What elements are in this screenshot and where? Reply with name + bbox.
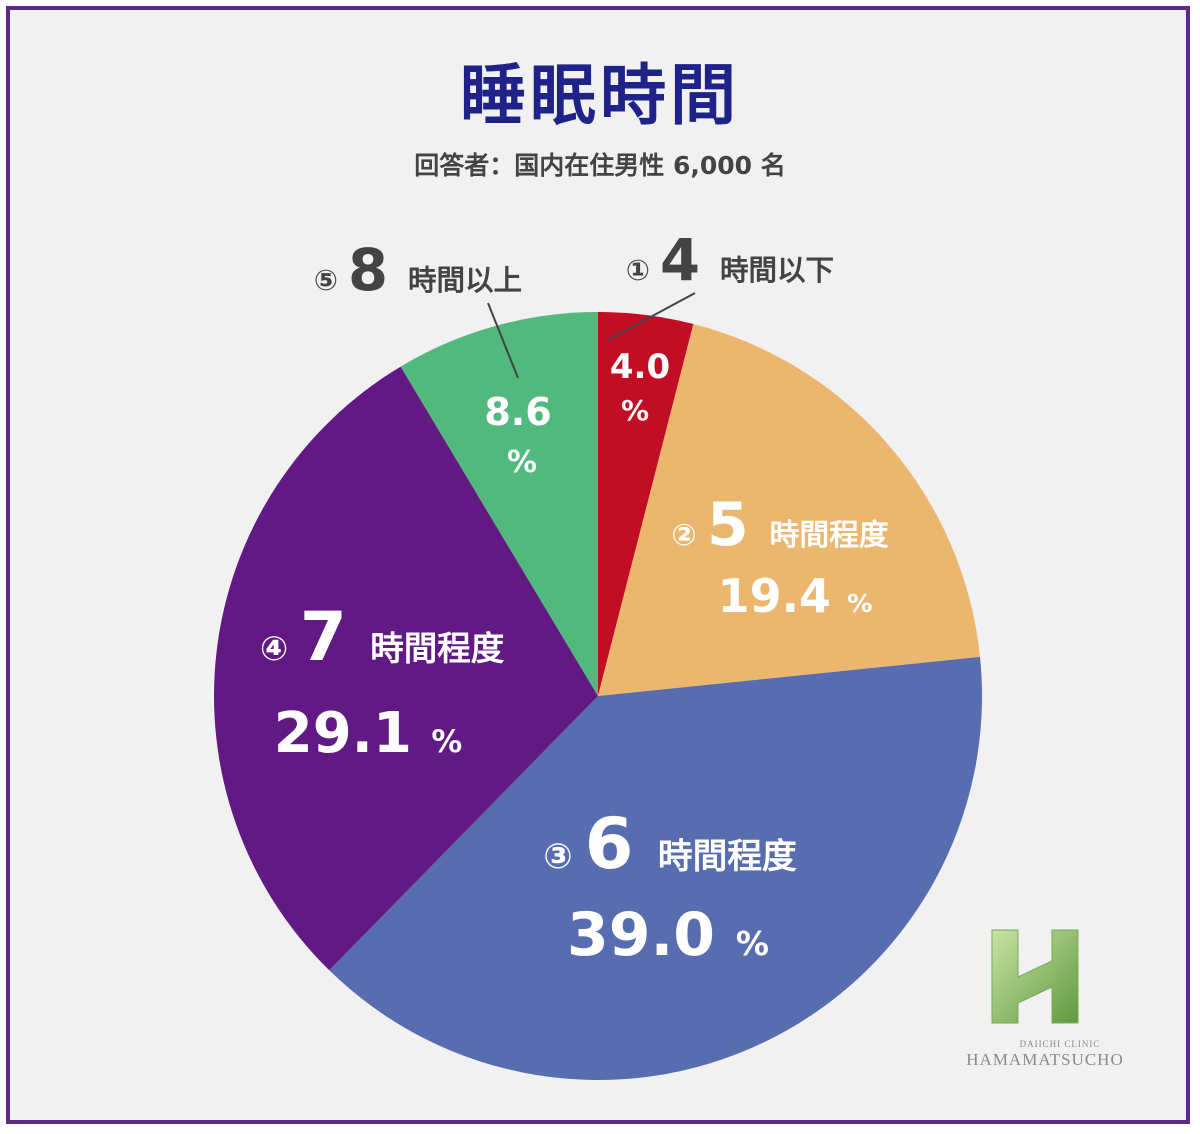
slice-unit-1: % xyxy=(621,394,649,427)
slice-value-4: 29.1 % xyxy=(274,701,463,766)
leader-line-1 xyxy=(607,292,696,341)
slice-hours: 4 xyxy=(660,227,720,294)
slice-marker: ③ xyxy=(543,837,584,877)
slice-category: 時間程度 xyxy=(370,629,504,668)
slice-label-4: ④ 7 時間程度 xyxy=(260,597,505,676)
slice-hours: 6 xyxy=(585,803,658,885)
slice-value-2: 19.4 % xyxy=(718,569,873,623)
leader-line-5 xyxy=(487,302,519,379)
slice-value-3: 39.0 % xyxy=(567,900,769,970)
slice-category: 時間程度 xyxy=(770,518,889,553)
slice-marker: ① xyxy=(626,254,660,287)
slice-hours: 7 xyxy=(300,597,370,676)
slice-category: 時間以下 xyxy=(720,254,834,287)
slice-marker: ② xyxy=(671,518,707,553)
slice-label-3: ③ 6 時間程度 xyxy=(543,803,797,885)
slice-label-1: ① 4 時間以下 xyxy=(626,227,834,294)
logo-line2: HAMAMATSUCHO xyxy=(966,1050,1123,1069)
chart-subtitle: 回答者：国内在住男性 6,000 名 xyxy=(414,151,786,180)
slice-unit-5: % xyxy=(507,445,537,480)
pie-slice-4 xyxy=(214,366,598,971)
logo-line1: DAIICHI CLINIC xyxy=(1020,1039,1101,1049)
chart-title: 睡眠時間 xyxy=(460,57,740,134)
slice-value-1: 4.0 xyxy=(610,347,670,387)
logo-mark-icon xyxy=(991,929,1079,1024)
slice-label-5: ⑤ 8 時間以上 xyxy=(314,237,522,304)
slice-label-2: ② 5 時間程度 xyxy=(671,490,888,560)
slice-hours: 5 xyxy=(707,490,770,560)
slice-hours: 8 xyxy=(348,237,408,304)
slice-value-5: 8.6 xyxy=(484,390,551,434)
slice-marker: ⑤ xyxy=(314,264,348,297)
pie-slice-2 xyxy=(598,324,981,696)
slice-category: 時間以上 xyxy=(408,264,522,297)
pie-slice-5 xyxy=(400,312,598,696)
slice-marker: ④ xyxy=(260,629,300,668)
slice-category: 時間程度 xyxy=(658,837,797,877)
pie-slice-3 xyxy=(329,656,983,1081)
clinic-logo: DAIICHI CLINIC HAMAMATSUCHO xyxy=(966,929,1123,1069)
pie-slice-1 xyxy=(598,312,694,696)
